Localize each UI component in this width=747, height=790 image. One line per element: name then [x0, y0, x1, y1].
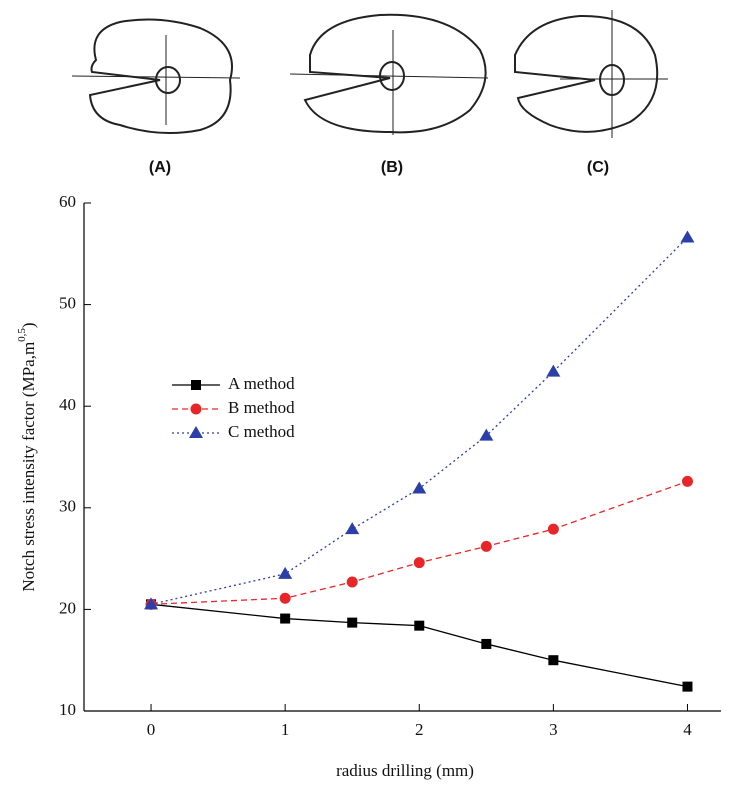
marker [682, 681, 693, 692]
panel-label: (B) [381, 159, 403, 176]
marker [345, 522, 360, 535]
y-label-text: Notch stress intensity factor (MPa,m [19, 342, 38, 592]
y-label-end: ) [19, 322, 38, 328]
legend-marker [190, 403, 202, 415]
marker [279, 592, 291, 604]
panel-label: (C) [587, 159, 609, 176]
marker [412, 481, 427, 494]
y-tick-label: 10 [59, 700, 76, 719]
legend-marker [191, 380, 201, 390]
y-label-sup: 0,5 [16, 328, 28, 342]
marker [278, 566, 293, 579]
marker [546, 364, 561, 377]
y-tick-label: 30 [59, 497, 76, 516]
y-tick-label: 40 [59, 395, 76, 414]
y-tick-label: 60 [59, 192, 76, 211]
marker [346, 576, 358, 588]
y-axis-label: Notch stress intensity factor (MPa,m0,5) [16, 322, 38, 591]
panel-label: (A) [149, 159, 171, 176]
marker [680, 230, 695, 243]
series-line [151, 480, 688, 605]
x-tick-label: 2 [415, 720, 424, 739]
marker [548, 655, 559, 666]
legend-marker [189, 426, 203, 438]
marker [479, 428, 494, 441]
marker [347, 617, 358, 628]
x-tick-label: 3 [549, 720, 558, 739]
y-tick-label: 20 [59, 598, 76, 617]
marker [414, 620, 425, 631]
legend-label: A method [228, 374, 295, 393]
marker [413, 557, 425, 569]
marker [480, 540, 492, 552]
x-axis-label: radius drilling (mm) [336, 761, 474, 780]
x-tick-label: 4 [683, 720, 692, 739]
series-line [150, 603, 688, 688]
x-tick-label: 1 [281, 720, 290, 739]
diagrams [71, 10, 668, 138]
marker [547, 523, 559, 535]
marker [681, 475, 693, 487]
legend-label: B method [228, 398, 295, 417]
marker [280, 613, 291, 624]
y-tick-label: 50 [59, 294, 76, 313]
marker [481, 638, 492, 649]
x-tick-label: 0 [147, 720, 156, 739]
legend-label: C method [228, 422, 295, 441]
marker [144, 597, 159, 610]
